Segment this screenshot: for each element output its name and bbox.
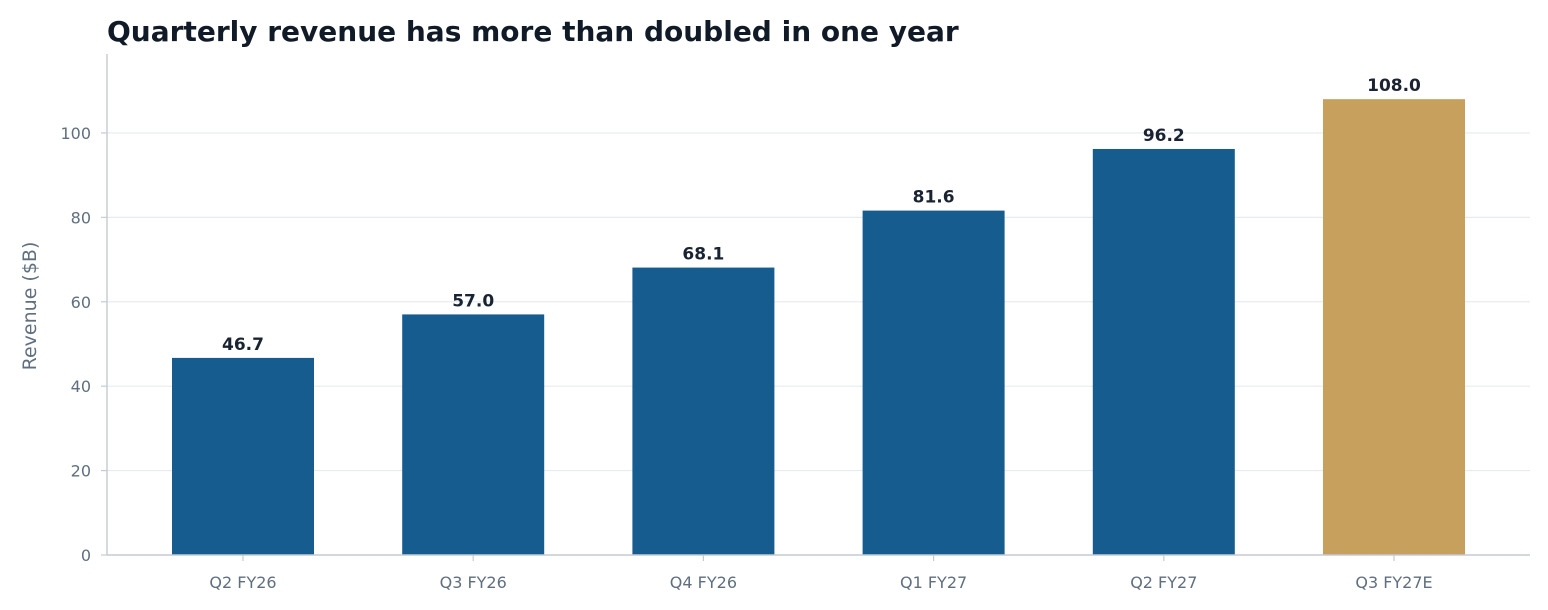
bar-value-label: 96.2 (1143, 126, 1185, 146)
y-axis-label: Revenue ($B) (19, 242, 41, 371)
y-tick-label: 40 (71, 377, 91, 396)
labels: 0 20 40 60 80 100 46.7 Q2 FY26 57.0 Q3 FY26 68.1 Q4… (60, 76, 1432, 592)
bar-value-label: 68.1 (682, 245, 724, 265)
bar-value-label: 57.0 (452, 291, 494, 311)
bars (172, 99, 1465, 556)
y-tick-label: 0 (81, 546, 91, 565)
axes (101, 54, 1530, 561)
bar-value-label: 46.7 (222, 335, 264, 355)
y-tick-label: 60 (71, 293, 91, 312)
bar-value-label: 108.0 (1367, 76, 1421, 96)
x-tick-label: Q3 FY27E (1355, 573, 1432, 592)
bar-q1-fy27 (862, 210, 1005, 556)
bar-value-label: 81.6 (913, 188, 955, 208)
x-tick-label: Q4 FY26 (670, 573, 737, 592)
x-tick-label: Q2 FY26 (209, 573, 276, 592)
bar-q2-fy26 (172, 357, 314, 555)
y-tick-label: 20 (71, 462, 91, 481)
bar-q3-fy27e (1323, 99, 1465, 556)
gridlines (107, 132, 1530, 472)
x-tick-label: Q2 FY27 (1130, 573, 1197, 592)
chart-title: Quarterly revenue has more than doubled … (107, 15, 959, 48)
bar-q3-fy26 (402, 314, 545, 555)
x-tick-label: Q3 FY26 (440, 573, 507, 592)
y-tick-label: 80 (71, 208, 91, 227)
bar-q4-fy26 (632, 267, 775, 555)
x-tick-label: Q1 FY27 (900, 573, 967, 592)
y-tick-label: 100 (60, 124, 91, 143)
bar-q2-fy27 (1092, 148, 1235, 555)
